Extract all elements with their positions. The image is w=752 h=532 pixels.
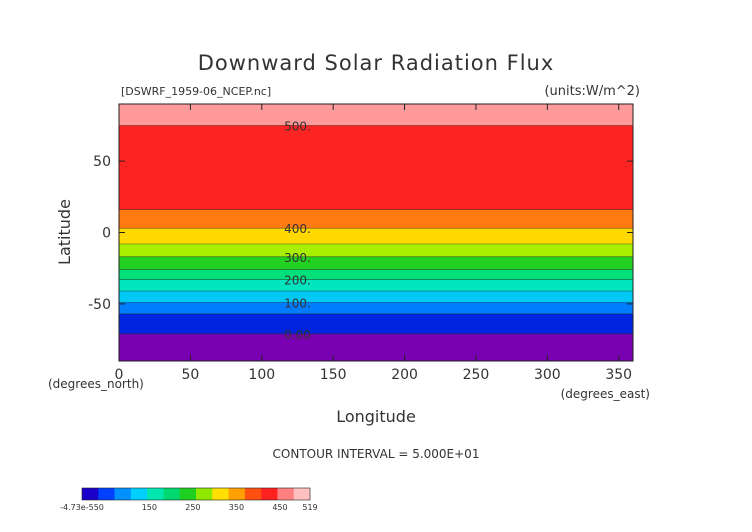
heatmap-band: [119, 228, 633, 244]
contour-label: 200.: [284, 274, 311, 288]
heatmap-band: [119, 256, 633, 270]
colorbar-tick-label: 150: [142, 503, 157, 512]
y-axis-ticks: 50 0 -50: [88, 154, 633, 313]
colorbar-tick-label: -4.73e-550: [60, 503, 104, 512]
colorbar-tick-label: 350: [229, 503, 244, 512]
colorbar-segment: [179, 488, 197, 500]
heatmap-band: [119, 333, 633, 361]
heatmap-band: [119, 291, 633, 303]
heatmap-band: [119, 269, 633, 280]
heatmap-band: [119, 243, 633, 257]
heatmap-bands: [119, 104, 633, 361]
units-label: (units:W/m^2): [544, 84, 640, 99]
colorbar: [81, 487, 311, 501]
contour-labels: 500. 400. 300. 200. 100. 0.00: [284, 119, 311, 341]
colorbar-segment: [277, 488, 295, 500]
colorbar-segment: [244, 488, 262, 500]
colorbar-segment: [114, 488, 132, 500]
x-unit-label: (degrees_east): [561, 387, 650, 401]
y-axis-label: Latitude: [55, 199, 74, 265]
contour-label: 400.: [284, 222, 311, 236]
colorbar-frame: [81, 487, 311, 501]
colorbar-tick-label: 250: [185, 503, 200, 512]
contour-label: 100.: [284, 296, 311, 310]
heatmap-band: [119, 209, 633, 229]
colorbar-segment: [130, 488, 148, 500]
y-tick-label: 0: [102, 226, 111, 242]
x-axis-ticks: 0 50 100 150 200 250 300 350: [115, 104, 632, 383]
colorbar-segment: [147, 488, 164, 500]
contour-label: 0.00: [284, 328, 311, 342]
heatmap-band: [119, 302, 633, 314]
colorbar-segment: [293, 488, 311, 500]
x-axis-label: Longitude: [336, 407, 416, 426]
heatmap-band: [119, 125, 633, 210]
colorbar-segment: [163, 488, 181, 500]
heatmap-band: [119, 313, 633, 334]
colorbar-segment: [212, 488, 229, 500]
colorbar-segment: [196, 488, 213, 500]
x-tick-label: 0: [115, 367, 124, 383]
chart-title: Downward Solar Radiation Flux: [198, 51, 555, 75]
colorbar-tick-label: 519: [302, 503, 317, 512]
colorbar-segment: [98, 488, 115, 500]
x-tick-label: 100: [248, 367, 275, 383]
y-unit-label: (degrees_north): [48, 377, 144, 391]
contour-label: 300.: [284, 251, 311, 265]
heatmap-band: [119, 104, 633, 126]
x-tick-label: 250: [463, 367, 490, 383]
x-tick-label: 50: [181, 367, 199, 383]
source-label: [DSWRF_1959-06_NCEP.nc]: [121, 85, 271, 98]
colorbar-segment: [228, 488, 246, 500]
colorbar-segment: [82, 488, 99, 500]
x-tick-label: 200: [391, 367, 418, 383]
y-tick-label: -50: [88, 297, 111, 313]
x-tick-label: 350: [605, 367, 632, 383]
contour-interval-text: CONTOUR INTERVAL = 5.000E+01: [273, 447, 480, 461]
colorbar-tick-label: 450: [272, 503, 287, 512]
x-tick-label: 150: [320, 367, 347, 383]
contour-label: 500.: [284, 119, 311, 133]
x-tick-label: 300: [534, 367, 561, 383]
colorbar-labels: -4.73e-550 150 250 350 450 519: [60, 503, 318, 512]
colorbar-segment: [261, 488, 278, 500]
heatmap-band: [119, 279, 633, 292]
y-tick-label: 50: [93, 154, 111, 170]
